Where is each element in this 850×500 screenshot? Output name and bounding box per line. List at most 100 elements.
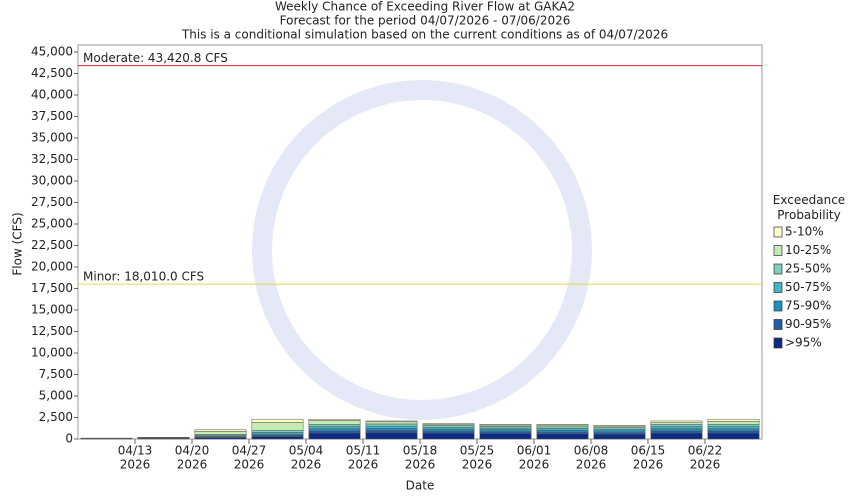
bar-segment: [650, 420, 703, 423]
x-tick-label: 04/20: [175, 444, 210, 458]
x-tick-label: 05/25: [460, 444, 495, 458]
bar-segment: [422, 426, 475, 430]
bar-segment: [707, 426, 760, 429]
bar-segment: [536, 424, 589, 426]
bar-segment: [536, 429, 589, 433]
bar-segment: [365, 430, 418, 433]
bar-segment: [308, 428, 361, 432]
bar-segment: [536, 428, 589, 431]
x-tick-sublabel: 2026: [690, 458, 721, 472]
bar-segment: [308, 426, 361, 429]
x-tick-sublabel: 2026: [120, 458, 151, 472]
x-tick-label: 06/22: [688, 444, 723, 458]
legend-label: 50-75%: [785, 280, 831, 294]
x-tick-label: 06/08: [574, 444, 609, 458]
chart-title: Weekly Chance of Exceeding River Flow at…: [275, 0, 575, 14]
bar-segment: [707, 424, 760, 427]
bar-segment: [365, 423, 418, 427]
legend-label: 25-50%: [785, 262, 831, 276]
x-tick-label: 04/27: [232, 444, 267, 458]
bar-segment: [308, 430, 361, 434]
bar-segment: [251, 436, 304, 440]
bar-segment: [650, 424, 703, 427]
bar-segment: [479, 431, 532, 434]
bar-segment: [593, 424, 646, 427]
x-tick-label: 06/01: [517, 444, 552, 458]
bar-segment: [251, 422, 304, 431]
bar-segment: [707, 432, 760, 440]
legend-label: 75-90%: [785, 299, 831, 313]
bar-segment: [479, 427, 532, 431]
bar-segment: [308, 424, 361, 427]
x-tick-label: 06/15: [631, 444, 666, 458]
y-tick-label: 20,000: [31, 260, 73, 274]
y-tick-label: 32,500: [31, 152, 73, 166]
x-tick-label: 05/11: [346, 444, 381, 458]
bar-segment: [365, 420, 418, 423]
watermark-circle: [252, 80, 592, 420]
y-tick-label: 2,500: [39, 410, 73, 424]
y-tick-label: 30,000: [31, 174, 73, 188]
bar-segment: [422, 425, 475, 428]
legend-title: Exceedance Probability: [772, 193, 846, 222]
bar-segment: [536, 431, 589, 435]
x-tick-label: 04/13: [118, 444, 153, 458]
y-tick-label: 27,500: [31, 195, 73, 209]
x-tick-sublabel: 2026: [462, 458, 493, 472]
bar-segment: [593, 432, 646, 435]
threshold-label: Minor: 18,010.0 CFS: [83, 270, 204, 284]
y-tick-label: 45,000: [31, 45, 73, 59]
bar-segment: [194, 431, 247, 435]
watermark: [252, 80, 592, 420]
bar-segment: [422, 428, 475, 432]
x-tick-sublabel: 2026: [177, 458, 208, 472]
bar-segment: [536, 426, 589, 429]
bar-segment: [479, 426, 532, 429]
x-tick-sublabel: 2026: [519, 458, 550, 472]
x-tick-sublabel: 2026: [576, 458, 607, 472]
bar-segment: [593, 430, 646, 433]
legend-swatch: [773, 226, 783, 238]
x-tick-sublabel: 2026: [348, 458, 379, 472]
chart-subtitle: Forecast for the period 04/07/2026 - 07/…: [280, 14, 571, 28]
bar-segment: [365, 432, 418, 440]
bar-segment: [365, 425, 418, 429]
legend-swatch: [773, 245, 783, 256]
bar-segment: [536, 424, 589, 428]
chart-note: This is a conditional simulation based o…: [181, 28, 668, 42]
x-tick-sublabel: 2026: [291, 458, 322, 472]
legend-label: 5-10%: [785, 225, 824, 239]
legend-swatch: [773, 300, 783, 312]
x-tick-label: 05/18: [403, 444, 438, 458]
bar-segment: [707, 418, 760, 422]
y-tick-label: 40,000: [31, 88, 73, 102]
y-axis-label: Flow (CFS): [11, 212, 25, 275]
bar-segment: [308, 420, 361, 425]
y-tick-label: 37,500: [31, 109, 73, 123]
legend-label: 90-95%: [785, 317, 831, 331]
watermark-inner: [272, 100, 572, 400]
x-tick-sublabel: 2026: [633, 458, 664, 472]
y-tick-label: 42,500: [31, 66, 73, 80]
y-tick-label: 35,000: [31, 131, 73, 145]
bar-segment: [593, 434, 646, 440]
bar-segment: [479, 429, 532, 432]
legend-swatch: [773, 263, 783, 275]
legend-label: 10-25%: [785, 243, 831, 257]
y-tick-label: 22,500: [31, 238, 73, 252]
y-tick-label: 7,500: [39, 367, 73, 381]
y-tick-label: 25,000: [31, 217, 73, 231]
y-tick-label: 10,000: [31, 346, 73, 360]
y-tick-label: 0: [65, 432, 73, 446]
bar-segment: [650, 430, 703, 434]
legend-swatch: [773, 282, 783, 293]
bar-segment: [707, 428, 760, 432]
bar-segment: [422, 430, 475, 434]
legend-swatch: [773, 319, 783, 330]
threshold-label: Moderate: 43,420.8 CFS: [83, 51, 228, 65]
x-axis-label: Date: [406, 479, 435, 493]
bar-segment: [251, 432, 304, 435]
bar-segment: [308, 418, 361, 421]
bar-segment: [593, 428, 646, 432]
